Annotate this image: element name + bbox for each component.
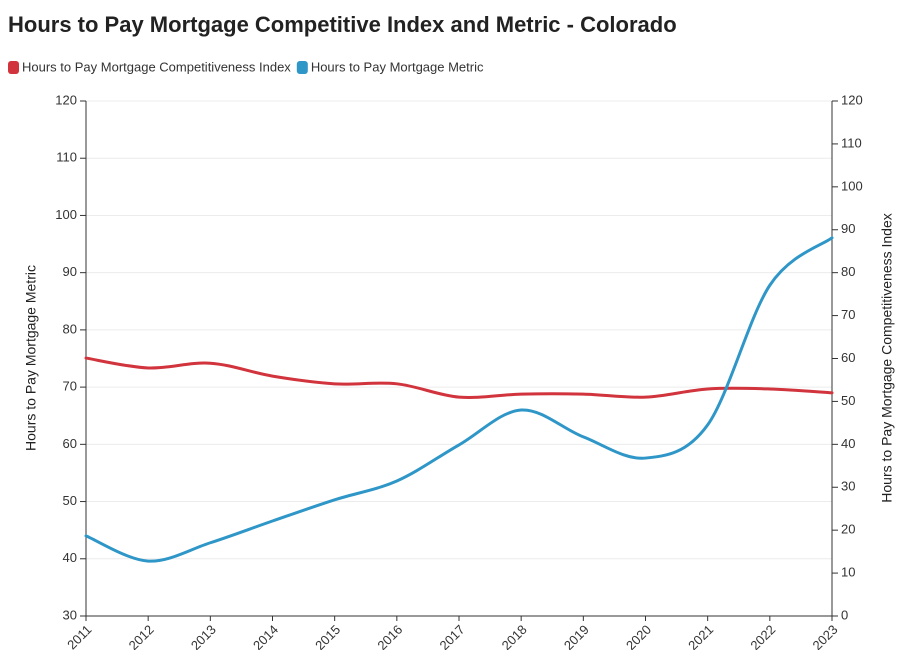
legend-label: Hours to Pay Mortgage Metric (311, 59, 484, 74)
x-tick-label: 2019 (561, 622, 592, 650)
y2-tick-label: 0 (841, 607, 848, 622)
y2-axis-title: Hours to Pay Mortgage Competitiveness In… (879, 213, 895, 502)
x-tick-label: 2011 (64, 622, 94, 650)
x-tick-label: 2023 (809, 622, 840, 650)
y-tick-label: 100 (55, 207, 77, 222)
y-tick-label: 60 (63, 436, 77, 451)
x-tick-label: 2015 (312, 622, 343, 650)
y2-tick-label: 100 (841, 178, 863, 193)
y2-tick-label: 110 (841, 135, 862, 150)
y-tick-label: 110 (56, 150, 77, 165)
y-tick-label: 120 (55, 92, 77, 107)
x-tick-label: 2012 (126, 622, 157, 650)
x-tick-label: 2014 (250, 622, 281, 650)
y-tick-label: 90 (63, 264, 77, 279)
x-tick-label: 2021 (685, 622, 716, 650)
y2-tick-label: 40 (841, 436, 855, 451)
x-tick-label: 2016 (374, 622, 405, 650)
y2-tick-label: 10 (841, 565, 855, 580)
y-tick-label: 30 (63, 607, 77, 622)
x-tick-label: 2013 (188, 622, 219, 650)
y-tick-label: 40 (63, 550, 77, 565)
y-tick-label: 70 (63, 379, 77, 394)
y2-tick-label: 80 (841, 264, 855, 279)
y-tick-label: 80 (63, 321, 77, 336)
series-line (84, 236, 834, 563)
y2-tick-label: 70 (841, 307, 855, 322)
x-tick-label: 2020 (623, 622, 654, 650)
legend-swatch (8, 61, 19, 74)
y2-tick-label: 60 (841, 350, 855, 365)
legend-label: Hours to Pay Mortgage Competitiveness In… (22, 59, 291, 74)
legend-swatch (296, 61, 308, 74)
chart-title: Hours to Pay Mortgage Competitive Index … (8, 12, 677, 37)
y2-tick-label: 120 (841, 92, 863, 107)
y-axis-title: Hours to Pay Mortgage Metric (23, 265, 39, 451)
y2-tick-label: 20 (841, 522, 855, 537)
y2-tick-label: 90 (841, 221, 855, 236)
y2-tick-label: 30 (841, 479, 855, 494)
series-line (84, 356, 834, 400)
x-tick-label: 2017 (436, 622, 467, 650)
y2-tick-label: 50 (841, 393, 855, 408)
x-tick-label: 2018 (499, 622, 530, 650)
x-tick-label: 2022 (747, 622, 778, 650)
y-tick-label: 50 (63, 493, 77, 508)
